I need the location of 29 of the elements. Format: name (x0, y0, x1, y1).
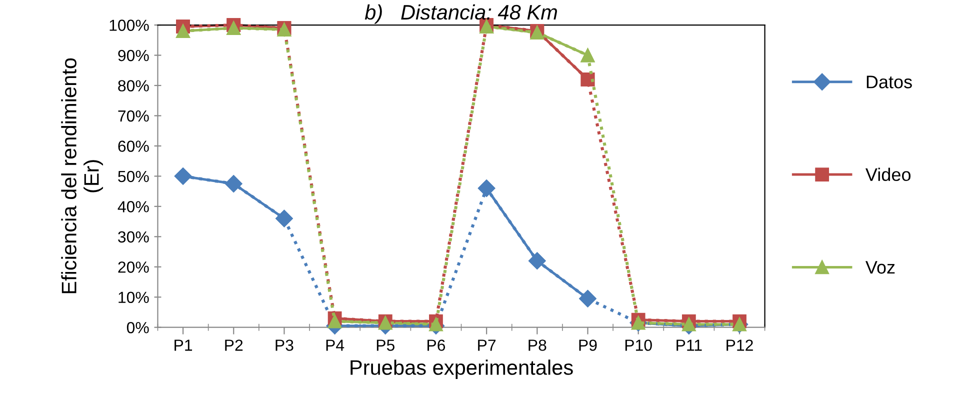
x-tick-label: P12 (726, 340, 753, 351)
y-tick-label: 60% (118, 140, 149, 152)
x-tick-label: P6 (428, 340, 446, 351)
y-tick-label: 0% (126, 322, 149, 334)
x-axis-title: Pruebas experimentales (350, 360, 573, 380)
y-tick-label: 70% (118, 110, 149, 122)
x-tick-label: P11 (676, 340, 702, 351)
x-tick-label: P8 (528, 340, 546, 351)
y-axis-title: Eficiencia del rendimiento (Er) (61, 58, 103, 294)
x-tick-label: P4 (326, 340, 344, 351)
y-tick-label: 40% (118, 201, 149, 212)
x-tick-label: P10 (625, 340, 652, 351)
y-tick-label: 30% (118, 231, 149, 243)
chart-title: b) Distancia: 48 Km (364, 4, 557, 24)
y-tick-label: 50% (118, 170, 149, 182)
x-tick-label: P7 (478, 340, 496, 351)
legend-label: Video (865, 168, 911, 182)
x-tick-label: P2 (225, 340, 243, 351)
legend-label: Voz (865, 261, 895, 274)
y-tick-label: 100% (110, 20, 149, 31)
x-tick-label: P9 (579, 340, 597, 351)
legend-label: Datos (866, 76, 912, 88)
x-tick-label: P1 (174, 340, 192, 351)
x-tick-label: P3 (276, 340, 294, 351)
x-tick-label: P5 (376, 340, 394, 351)
y-tick-label: 90% (118, 50, 149, 62)
y-tick-label: 80% (118, 80, 149, 92)
y-tick-label: 10% (118, 292, 149, 304)
y-tick-label: 20% (118, 262, 149, 273)
